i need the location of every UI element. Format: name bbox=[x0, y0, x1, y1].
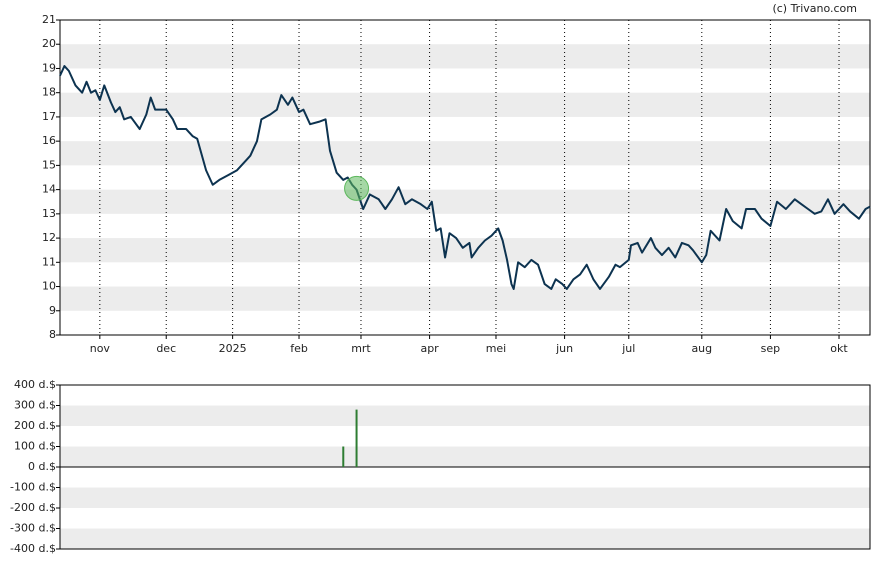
y-tick-label: 400 d.$ bbox=[14, 378, 56, 391]
x-tick-label: mrt bbox=[351, 342, 371, 355]
x-tick-label: nov bbox=[90, 342, 111, 355]
y-tick-label: 17 bbox=[42, 110, 56, 123]
x-tick-label: apr bbox=[420, 342, 439, 355]
y-tick-label: 10 bbox=[42, 280, 56, 293]
y-tick-label: 13 bbox=[42, 207, 56, 220]
y-tick-label: 18 bbox=[42, 86, 56, 99]
plot-frame bbox=[59, 19, 871, 336]
grid-band bbox=[60, 528, 870, 549]
y-tick-label: 200 d.$ bbox=[14, 419, 56, 432]
y-tick-label: 12 bbox=[42, 231, 56, 244]
x-tick-label: aug bbox=[691, 342, 712, 355]
x-tick-label: jul bbox=[621, 342, 635, 355]
grid-band bbox=[60, 286, 870, 311]
grid-band bbox=[60, 446, 870, 467]
x-tick-label: feb bbox=[290, 342, 308, 355]
y-tick-label: 19 bbox=[42, 61, 56, 74]
x-tick-label: okt bbox=[830, 342, 848, 355]
grid-band bbox=[60, 487, 870, 508]
price-line bbox=[59, 65, 871, 290]
y-tick-label: 20 bbox=[42, 37, 56, 50]
y-tick-label: -200 d.$ bbox=[10, 501, 56, 514]
x-tick-label: dec bbox=[156, 342, 176, 355]
y-tick-label: -400 d.$ bbox=[10, 542, 56, 555]
y-tick-label: -100 d.$ bbox=[10, 481, 56, 494]
y-tick-label: 300 d.$ bbox=[14, 399, 56, 412]
y-tick-label: 8 bbox=[49, 328, 56, 341]
highlight-point bbox=[344, 175, 370, 201]
grid-band bbox=[60, 238, 870, 263]
grid-band bbox=[60, 44, 870, 69]
y-tick-label: 11 bbox=[42, 255, 56, 268]
credit: (c) Trivano.com bbox=[772, 2, 857, 15]
y-tick-label: 15 bbox=[42, 158, 56, 171]
x-tick-label: sep bbox=[761, 342, 780, 355]
x-tick-label: mei bbox=[486, 342, 507, 355]
y-tick-label: 14 bbox=[42, 183, 56, 196]
y-tick-label: 16 bbox=[42, 134, 56, 147]
y-tick-label: 0 d.$ bbox=[28, 460, 56, 473]
bar bbox=[355, 409, 358, 467]
x-tick-label: 2025 bbox=[219, 342, 247, 355]
grid-band bbox=[60, 92, 870, 117]
y-tick-label: 100 d.$ bbox=[14, 440, 56, 453]
y-tick-label: 9 bbox=[49, 304, 56, 317]
y-tick-label: -300 d.$ bbox=[10, 522, 56, 535]
x-tick-label: jun bbox=[555, 342, 573, 355]
y-tick-label: 21 bbox=[42, 13, 56, 26]
bar bbox=[342, 446, 345, 467]
grid-band bbox=[60, 141, 870, 166]
grid-band bbox=[60, 189, 870, 214]
grid-band bbox=[60, 405, 870, 426]
plot-frame bbox=[59, 384, 871, 550]
